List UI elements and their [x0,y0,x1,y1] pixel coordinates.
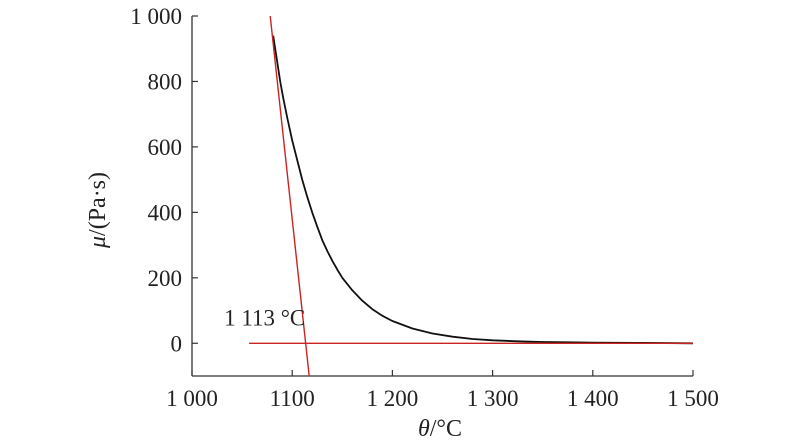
temperature-annotation: 1 113 °C [224,305,305,330]
x-axis-label-unit: /°C [430,416,462,442]
y-tick-label: 800 [148,69,183,94]
x-tick-label: 1 300 [467,386,519,411]
y-axis-label-unit: /(Pa·s) [85,172,111,236]
x-tick-label: 1 000 [166,386,218,411]
plot-area: 0 200 400 600 800 1 000 1 000 1100 1 200 1 300 1 4… [130,4,719,411]
x-tick-label: 1100 [270,386,315,411]
x-axis-label: θ/°C [418,416,462,442]
viscosity-curve [272,35,694,345]
y-tick-label: 600 [148,135,183,160]
tangent-line [269,15,310,377]
y-tick-label: 400 [148,200,183,225]
x-tick-label: 1 500 [667,386,719,411]
y-tick-label: 0 [171,331,183,356]
y-tick-label: 1 000 [130,4,182,29]
y-axis-label: μ/(Pa·s) [85,172,111,249]
y-axis-label-var: μ [85,236,111,249]
x-tick-label: 1 200 [367,386,419,411]
y-tick-label: 200 [148,266,183,291]
x-axis-label-var: θ [418,416,430,442]
x-tick-label: 1 400 [567,386,619,411]
